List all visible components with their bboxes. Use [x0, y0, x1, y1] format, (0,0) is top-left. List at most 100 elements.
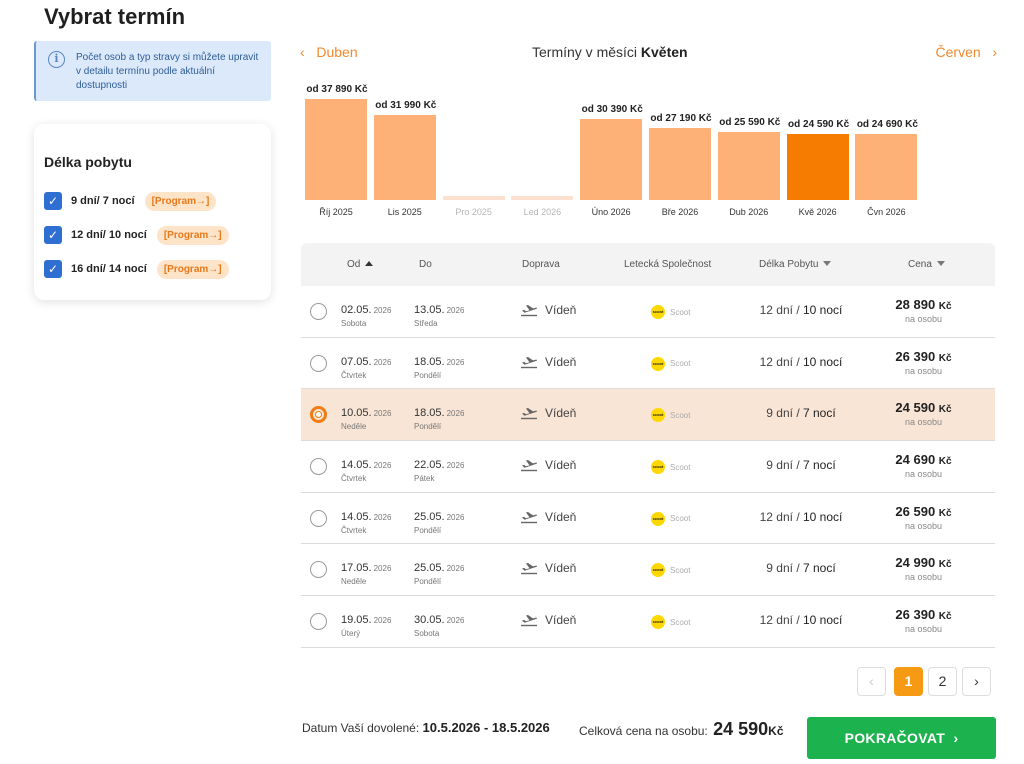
chart-bar[interactable] — [442, 196, 505, 200]
chart-bar-column[interactable]: Led 2026 — [511, 76, 574, 226]
from-date-day: Čtvrtek — [341, 525, 367, 535]
total-price: Celková cena na osobu: 24 590Kč — [579, 719, 784, 740]
to-date-value: 25.05. — [414, 510, 445, 523]
from-date-value: 17.05. — [341, 562, 372, 575]
program-link[interactable]: [Program→] — [156, 225, 229, 245]
chart-bar[interactable] — [717, 131, 780, 200]
prev-page-button[interactable]: ‹ — [857, 667, 886, 696]
price-value: 24 690 — [895, 452, 936, 468]
chart-bar-column[interactable]: Pro 2025 — [442, 76, 505, 226]
to-date: 30.05. 2026 Sobota — [414, 610, 464, 638]
page-1-button[interactable]: 1 — [894, 667, 923, 696]
next-month-label: Červen — [935, 44, 981, 60]
select-radio[interactable] — [310, 458, 327, 476]
chart-bar[interactable] — [305, 99, 367, 200]
next-page-button[interactable]: › — [962, 667, 991, 696]
from-date: 14.05. 2026 Čtvrtek — [341, 507, 391, 535]
chart-bar[interactable] — [786, 134, 849, 200]
table-row[interactable]: 07.05. 2026 Čtvrtek 18.05. 2026 Pondělí Vídeň s… — [301, 338, 995, 390]
checkbox-checked-icon[interactable]: ✓ — [44, 226, 62, 244]
to-date-day: Středa — [414, 319, 438, 328]
to-date-value: 25.05. — [414, 562, 445, 575]
chart-bar[interactable] — [580, 118, 643, 200]
select-radio[interactable] — [310, 406, 327, 424]
chart-month-label: Kvě 2026 — [798, 207, 837, 217]
stay-option-9-days[interactable]: ✓ 9 dní/ 7 nocí [Program→] — [44, 184, 261, 218]
header-from[interactable]: Od — [347, 259, 374, 270]
chart-bar-column[interactable]: od 30 390 Kč Úno 2026 — [580, 76, 643, 226]
row-price: 26 390 Kč na osobu — [871, 607, 976, 634]
price-currency: Kč — [938, 301, 952, 312]
select-radio[interactable] — [310, 613, 327, 631]
continue-label: POKRAČOVAT — [844, 730, 946, 746]
select-radio[interactable] — [310, 303, 327, 320]
chart-price-label: od 27 190 Kč — [650, 112, 712, 124]
chart-bar[interactable] — [855, 134, 918, 200]
select-radio[interactable] — [310, 509, 327, 527]
table-row[interactable]: 14.05. 2026 Čtvrtek 25.05. 2026 Pondělí Vídeň s… — [301, 493, 995, 545]
continue-button[interactable]: POKRAČOVAT › — [807, 717, 996, 759]
to-date-day: Pondělí — [414, 577, 442, 587]
next-month-link[interactable]: Červen › — [936, 44, 997, 60]
header-price[interactable]: Cena — [908, 259, 945, 270]
select-radio[interactable] — [310, 561, 327, 579]
sort-icon — [936, 261, 945, 266]
to-date-day: Pondělí — [414, 422, 442, 432]
to-date-year: 2026 — [446, 564, 465, 574]
table-row[interactable]: 19.05. 2026 Úterý 30.05. 2026 Sobota Vídeň scoo… — [301, 596, 995, 648]
stay-length: 12 dní / 10 nocí — [759, 613, 843, 628]
transport-city: Vídeň — [545, 561, 577, 576]
stay-nights: 10 nocí — [803, 354, 843, 369]
program-link[interactable]: [Program→] — [156, 259, 229, 279]
transport-city: Vídeň — [545, 354, 577, 369]
table-row[interactable]: 10.05. 2026 Neděle 18.05. 2026 Pondělí Vídeň sc… — [301, 389, 995, 442]
chart-month-label: Říj 2025 — [319, 207, 353, 217]
chart-bar-column[interactable]: od 24 590 Kč Kvě 2026 — [786, 76, 849, 226]
chart-bar-column[interactable]: od 25 590 Kč Dub 2026 — [717, 76, 780, 226]
stay-days: 12 dní — [759, 509, 793, 524]
transport-city: Vídeň — [545, 458, 577, 473]
header-length[interactable]: Délka Pobytu — [759, 259, 832, 270]
chart-bar[interactable] — [511, 196, 574, 200]
to-date-year: 2026 — [446, 357, 465, 367]
from-date-day: Čtvrtek — [341, 474, 367, 484]
checkbox-checked-icon[interactable]: ✓ — [44, 260, 62, 278]
stay-nights: 7 nocí — [803, 406, 836, 421]
header-from-label: Od — [347, 259, 361, 270]
from-date-year: 2026 — [373, 512, 392, 522]
table-row[interactable]: 17.05. 2026 Neděle 25.05. 2026 Pondělí Vídeň sc… — [301, 544, 995, 597]
plane-departure-icon — [520, 303, 538, 317]
program-link[interactable]: [Program→] — [144, 191, 217, 211]
select-radio[interactable] — [310, 354, 327, 372]
stay-nights: 7 nocí — [803, 561, 836, 576]
chart-bar-column[interactable]: od 31 990 Kč Lis 2025 — [373, 76, 436, 226]
chart-price-label: od 25 590 Kč — [719, 116, 781, 128]
airline-name: Scoot — [670, 307, 691, 317]
chart-bar[interactable] — [649, 127, 711, 200]
airline-logo-icon: scoot — [651, 615, 665, 630]
stay-option-16-days[interactable]: ✓ 16 dní/ 14 nocí [Program→] — [44, 252, 261, 286]
chart-price-label: od 30 390 Kč — [581, 103, 643, 115]
row-price: 24 590 Kč na osobu — [871, 400, 976, 427]
total-label: Celková cena na osobu: — [579, 724, 708, 738]
from-date-year: 2026 — [373, 616, 392, 626]
transport: Vídeň — [520, 561, 576, 575]
transport: Vídeň — [520, 406, 576, 420]
chart-bar-column[interactable]: od 37 890 Kč Říj 2025 — [305, 76, 368, 226]
price-per-person: na osobu — [904, 365, 943, 376]
chart-price-label: od 24 690 Kč — [856, 119, 918, 131]
checkbox-checked-icon[interactable]: ✓ — [44, 192, 62, 210]
chart-bar-column[interactable]: od 27 190 Kč Bře 2026 — [649, 76, 712, 226]
info-icon: i — [48, 51, 65, 68]
to-date-day: Sobota — [414, 629, 440, 639]
chart-price-label: od 24 590 Kč — [788, 119, 850, 131]
page-2-button[interactable]: 2 — [928, 667, 957, 696]
row-price: 28 890 Kč na osobu — [871, 297, 976, 324]
to-date-value: 13.05. — [414, 304, 445, 316]
stay-option-12-days[interactable]: ✓ 12 dní/ 10 nocí [Program→] — [44, 218, 261, 252]
table-row[interactable]: 02.05. 2026 Sobota 13.05. 2026 Středa Vídeň sco… — [301, 286, 995, 338]
table-row[interactable]: 14.05. 2026 Čtvrtek 22.05. 2026 Pátek Vídeň sco… — [301, 441, 995, 493]
chart-bar[interactable] — [373, 114, 436, 200]
prev-month-link[interactable]: ‹ Duben — [300, 44, 358, 60]
chart-bar-column[interactable]: od 24 690 Kč Čvn 2026 — [855, 76, 918, 226]
